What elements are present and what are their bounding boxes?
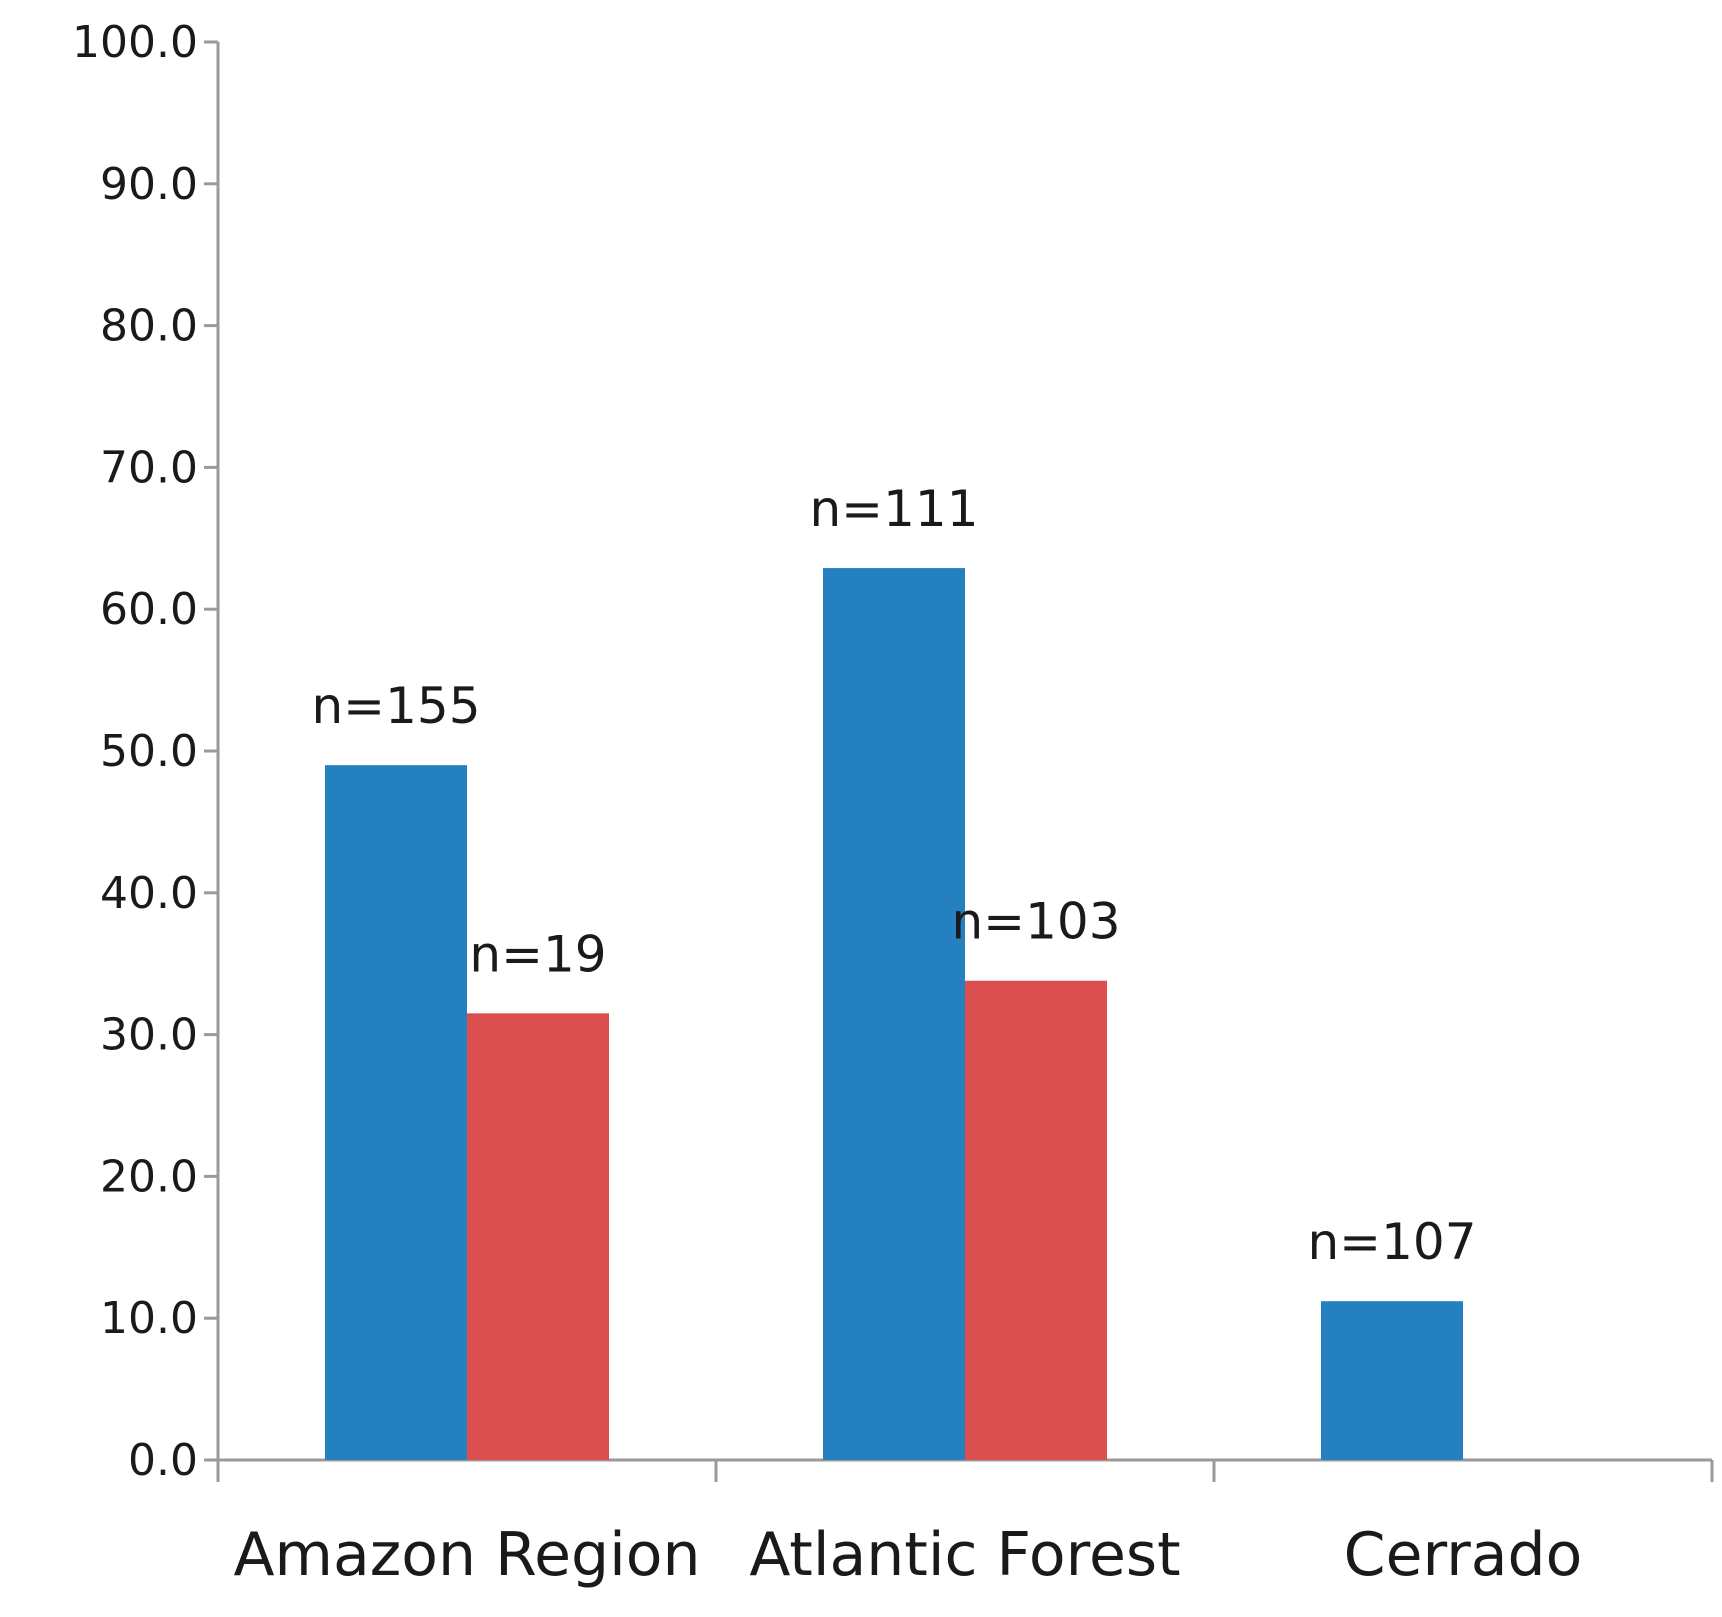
bar-data-label: n=19 (469, 925, 606, 983)
bar (1321, 1301, 1463, 1460)
bar-data-label: n=107 (1307, 1213, 1476, 1271)
bars (325, 568, 1463, 1460)
y-tick-label: 40.0 (100, 868, 198, 919)
bar-data-label: n=111 (809, 480, 978, 538)
y-tick-label: 30.0 (100, 1010, 198, 1061)
bar (467, 1013, 609, 1460)
x-category-label: Cerrado (1344, 1520, 1583, 1590)
data-labels: n=155 n=19 n=111 n=103 n=107 (311, 480, 1476, 1271)
y-tick-label: 100.0 (72, 17, 198, 68)
bar (325, 765, 467, 1460)
y-axis: 0.0 10.0 20.0 30.0 40.0 50.0 60.0 70.0 80.0 90.0 1… (72, 17, 220, 1486)
y-tick-label: 50.0 (100, 726, 198, 777)
y-tick-label: 80.0 (100, 301, 198, 352)
bar-data-label: n=103 (951, 893, 1120, 951)
bar-data-label: n=155 (311, 677, 480, 735)
y-tick-label: 0.0 (128, 1435, 198, 1486)
y-tick-label: 20.0 (100, 1151, 198, 1202)
y-tick-label: 90.0 (100, 159, 198, 210)
x-category-label: Amazon Region (234, 1520, 701, 1590)
bar (823, 568, 965, 1460)
y-tick-label: 60.0 (100, 584, 198, 635)
bar (965, 980, 1107, 1460)
y-tick-label: 70.0 (100, 442, 198, 493)
x-category-label: Atlantic Forest (749, 1520, 1180, 1590)
y-tick-label: 10.0 (100, 1293, 198, 1344)
x-axis: Amazon Region Atlantic Forest Cerrado (216, 1458, 1714, 1590)
